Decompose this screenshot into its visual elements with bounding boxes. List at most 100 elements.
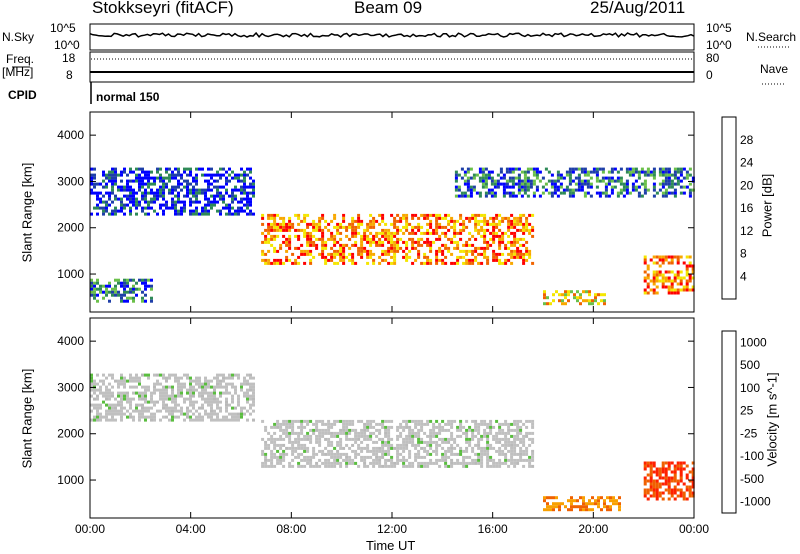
- heatmap-cell: [652, 255, 656, 259]
- heatmap-cell: [102, 394, 105, 398]
- heatmap-cell: [228, 194, 231, 198]
- heatmap-cell: [330, 252, 334, 256]
- heatmap-cell: [279, 461, 283, 465]
- heatmap-cell: [324, 428, 328, 432]
- heatmap-cell: [120, 379, 123, 383]
- heatmap-cell: [93, 406, 96, 410]
- heatmap-cell: [318, 464, 322, 468]
- nsky-label: N.Sky: [2, 30, 35, 44]
- heatmap-cell: [366, 228, 370, 232]
- heatmap-cell: [523, 182, 527, 186]
- heatmap-cell: [604, 176, 608, 180]
- heatmap-cell: [691, 467, 695, 471]
- heatmap-cell: [465, 431, 469, 435]
- heatmap-cell: [114, 397, 117, 401]
- heatmap-cell: [282, 458, 286, 462]
- heatmap-cell: [336, 252, 340, 256]
- heatmap-cell: [321, 246, 325, 250]
- heatmap-cell: [333, 464, 337, 468]
- heatmap-cell: [471, 434, 475, 438]
- heatmap-cell: [378, 422, 382, 426]
- heatmap-cell: [531, 425, 535, 429]
- heatmap-cell: [228, 391, 231, 395]
- heatmap-cell: [270, 458, 274, 462]
- heatmap-cell: [135, 176, 138, 180]
- heatmap-cell: [297, 216, 301, 220]
- heatmap-cell: [99, 388, 102, 392]
- heatmap-cell: [496, 179, 500, 183]
- heatmap-cell: [276, 455, 280, 459]
- heatmap-cell: [463, 182, 467, 186]
- heatmap-cell: [438, 246, 442, 250]
- heatmap-cell: [631, 185, 635, 189]
- heatmap-cell: [507, 222, 511, 226]
- heatmap-cell: [327, 228, 331, 232]
- heatmap-cell: [189, 382, 192, 386]
- heatmap-cell: [450, 240, 454, 244]
- heatmap-cell: [519, 243, 523, 247]
- heatmap-cell: [435, 443, 439, 447]
- heatmap-cell: [480, 219, 484, 223]
- heatmap-cell: [414, 434, 418, 438]
- heatmap-cell: [273, 446, 277, 450]
- heatmap-cell: [561, 302, 564, 306]
- heatmap-cell: [454, 176, 458, 180]
- heatmap-cell: [390, 255, 394, 259]
- heatmap-cell: [135, 403, 138, 407]
- heatmap-cell: [378, 231, 382, 235]
- heatmap-cell: [673, 491, 677, 495]
- heatmap-cell: [228, 373, 231, 377]
- heatmap-cell: [330, 246, 334, 250]
- heatmap-cell: [135, 197, 138, 201]
- heatmap-cell: [300, 458, 304, 462]
- heatmap-cell: [444, 231, 448, 235]
- heatmap-cell: [225, 191, 228, 195]
- heatmap-cell: [141, 206, 144, 210]
- heatmap-cell: [381, 213, 385, 217]
- heatmap-cell: [450, 443, 454, 447]
- heatmap-cell: [219, 409, 222, 413]
- heatmap-cell: [483, 431, 487, 435]
- heatmap-cell: [667, 464, 671, 468]
- heatmap-cell: [249, 185, 252, 189]
- heatmap-cell: [402, 425, 406, 429]
- heatmap-cell: [249, 197, 252, 201]
- heatmap-cell: [652, 167, 656, 171]
- heatmap-cell: [150, 400, 153, 404]
- heatmap-cell: [646, 173, 650, 177]
- heatmap-cell: [210, 173, 213, 177]
- heatmap-cell: [402, 225, 406, 229]
- heatmap-cell: [480, 434, 484, 438]
- heatmap-cell: [150, 197, 153, 201]
- heatmap-cell: [261, 258, 265, 262]
- nsky-tick-low: 10^0: [54, 38, 80, 52]
- heatmap-cell: [309, 428, 313, 432]
- heatmap-cell: [252, 385, 255, 389]
- heatmap-cell: [384, 228, 388, 232]
- heatmap-cell: [610, 191, 614, 195]
- heatmap-cell: [595, 191, 599, 195]
- heatmap-cell: [345, 228, 349, 232]
- heatmap-cell: [417, 440, 421, 444]
- heatmap-cell: [408, 231, 412, 235]
- heatmap-cell: [513, 222, 517, 226]
- heatmap-cell: [324, 446, 328, 450]
- heatmap-cell: [246, 418, 249, 422]
- heatmap-cell: [492, 234, 496, 238]
- heatmap-cell: [147, 388, 150, 392]
- heatmap-cell: [144, 397, 147, 401]
- heatmap-cell: [505, 170, 509, 174]
- heatmap-cell: [144, 197, 147, 201]
- heatmap-cell: [177, 194, 180, 198]
- heatmap-cell: [108, 176, 111, 180]
- heatmap-cell: [393, 219, 397, 223]
- nave-tick-low: 0: [706, 68, 713, 82]
- heatmap-cell: [531, 464, 535, 468]
- heatmap-cell: [390, 261, 394, 265]
- heatmap-cell: [664, 270, 668, 274]
- heatmap-cell: [676, 176, 680, 180]
- heatmap-cell: [291, 222, 295, 226]
- heatmap-cell: [144, 182, 147, 186]
- heatmap-cell: [132, 296, 135, 300]
- heatmap-cell: [438, 431, 442, 435]
